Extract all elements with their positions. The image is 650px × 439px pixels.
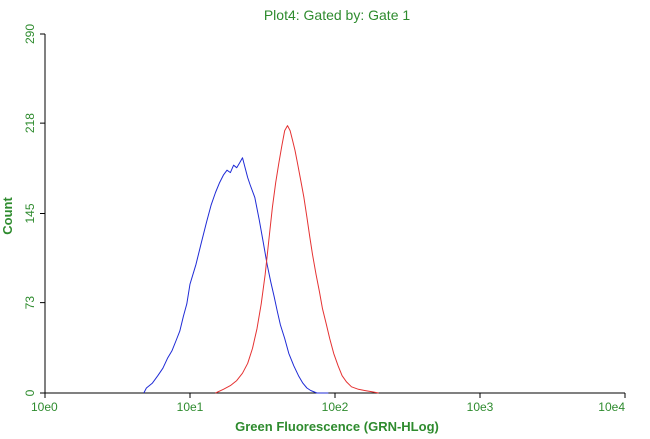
- y-tick-label: 145: [23, 203, 37, 223]
- series-layer: [143, 125, 379, 394]
- x-tick-label: 10e1: [177, 400, 204, 414]
- x-tick-label: 10e0: [31, 400, 58, 414]
- y-axis-ticks: 0 73 145 218 290: [23, 24, 45, 396]
- x-tick-label: 10e3: [467, 400, 494, 414]
- chart-title: Plot4: Gated by: Gate 1: [264, 7, 411, 23]
- y-axis-label: Count: [0, 197, 15, 235]
- plot-frame: [44, 34, 625, 394]
- histogram-series-1: [143, 157, 329, 394]
- histogram-series-2: [215, 125, 379, 394]
- y-tick-label: 290: [23, 24, 37, 44]
- y-tick-label: 73: [23, 296, 37, 310]
- y-tick-label: 218: [23, 113, 37, 133]
- x-tick-label: 10e4: [598, 400, 625, 414]
- y-tick-label: 0: [23, 389, 37, 396]
- x-axis-ticks: 10e0 10e1 10e2 10e3 10e4: [31, 393, 626, 414]
- x-axis-label: Green Fluorescence (GRN-HLog): [235, 419, 439, 434]
- x-tick-label: 10e2: [322, 400, 349, 414]
